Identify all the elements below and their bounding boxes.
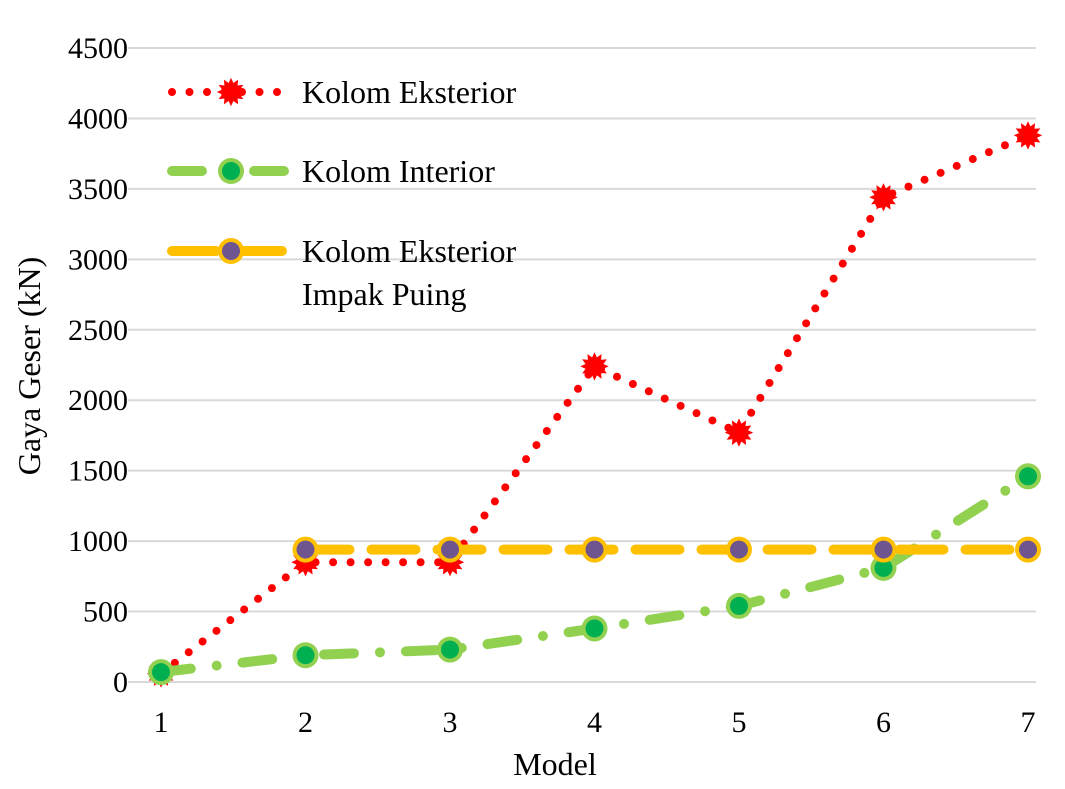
data-point xyxy=(580,352,609,381)
legend-label: Kolom Eksterior xyxy=(302,233,517,269)
data-point xyxy=(581,536,608,563)
y-tick-label: 3500 xyxy=(68,173,128,206)
data-point xyxy=(292,536,319,563)
legend-item: Kolom Interior xyxy=(167,153,495,189)
x-tick-label: 2 xyxy=(298,706,313,739)
data-point xyxy=(437,636,463,663)
x-tick-label: 3 xyxy=(443,706,458,739)
y-tick-label: 1000 xyxy=(68,525,128,558)
data-point xyxy=(870,536,897,563)
series-2 xyxy=(148,463,1041,686)
series-3 xyxy=(292,536,1041,563)
data-point xyxy=(726,536,752,563)
series-1 xyxy=(146,121,1043,688)
y-tick-label: 1500 xyxy=(68,455,128,488)
data-point xyxy=(581,615,608,642)
data-point xyxy=(869,183,898,212)
y-tick-label: 2500 xyxy=(68,314,128,347)
y-tick-label: 2000 xyxy=(68,384,128,417)
x-tick-label: 4 xyxy=(587,706,602,739)
x-tick-label: 7 xyxy=(1021,706,1036,739)
x-tick-label: 6 xyxy=(876,706,891,739)
y-tick-label: 3000 xyxy=(68,243,128,276)
legend-item: Kolom Eksterior xyxy=(168,74,517,110)
legend-label: Kolom Interior xyxy=(302,153,495,189)
data-point xyxy=(870,554,897,581)
legend-swatch-marker xyxy=(216,77,246,107)
data-point xyxy=(1015,463,1041,490)
y-tick-label: 500 xyxy=(83,596,128,629)
data-point xyxy=(292,642,319,669)
data-point xyxy=(1015,536,1041,563)
series-line xyxy=(156,471,1033,678)
data-point xyxy=(726,592,752,619)
x-tick-label: 1 xyxy=(154,706,169,739)
series-layer xyxy=(146,121,1043,688)
x-tick-label: 5 xyxy=(732,706,747,739)
legend-label: Kolom Eksterior xyxy=(302,74,517,110)
y-tick-label: 4500 xyxy=(68,32,128,65)
data-point xyxy=(437,536,463,563)
x-axis-title: Model xyxy=(513,746,597,782)
x-axis-ticks: 1 2 3 4 5 6 7 xyxy=(154,706,1036,739)
y-tick-label: 0 xyxy=(113,666,128,699)
legend-label: Impak Puing xyxy=(302,276,466,312)
y-axis-ticks: 0 500 1000 1500 2000 2500 3000 3500 4000 4500 xyxy=(68,32,128,699)
legend-item: Kolom Eksterior Impak Puing xyxy=(167,233,517,312)
y-tick-label: 4000 xyxy=(68,102,128,135)
legend-swatch-marker xyxy=(218,238,244,264)
data-point xyxy=(148,659,174,686)
data-point xyxy=(724,418,754,447)
data-point xyxy=(1013,121,1043,150)
gridlines xyxy=(128,47,1036,683)
series-line xyxy=(157,131,1032,678)
legend: Kolom Eksterior Kolom Interior Kolom Ekste… xyxy=(167,74,517,312)
legend-swatch-marker xyxy=(218,158,244,184)
y-axis-title: Gaya Geser (kN) xyxy=(11,257,47,476)
